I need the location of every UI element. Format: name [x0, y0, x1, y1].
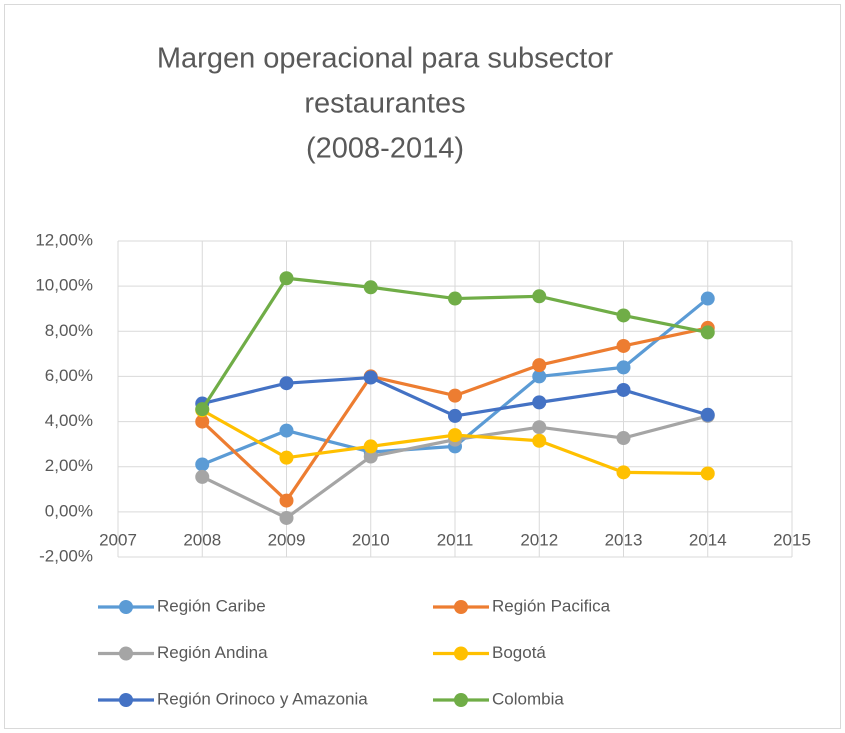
data-point — [448, 428, 462, 443]
data-point — [700, 291, 715, 306]
legend-marker — [454, 646, 468, 661]
legend-label: Región Caribe — [157, 596, 266, 615]
y-tick-label: 4,00% — [45, 411, 93, 430]
data-point — [195, 402, 210, 417]
x-tick-label: 2010 — [352, 530, 390, 549]
legend-label: Colombia — [492, 689, 564, 708]
x-tick-label: 2007 — [99, 530, 137, 549]
data-point — [363, 449, 378, 464]
legend-label: Región Orinoco y Amazonia — [157, 689, 368, 708]
data-point — [279, 450, 294, 465]
y-tick-label: 10,00% — [35, 276, 93, 295]
data-point — [363, 439, 378, 454]
data-point — [532, 420, 547, 435]
data-point — [532, 358, 547, 373]
data-point — [532, 433, 547, 448]
legend-label: Región Andina — [157, 643, 268, 662]
chart-title: restaurantes — [304, 88, 465, 120]
y-tick-label: 6,00% — [45, 366, 93, 385]
data-point — [616, 338, 631, 353]
x-tick-label: 2008 — [183, 530, 221, 549]
data-point — [448, 408, 462, 423]
y-tick-label: 8,00% — [45, 321, 93, 340]
y-tick-label: 0,00% — [45, 501, 93, 520]
data-point — [448, 388, 462, 403]
data-point — [532, 395, 547, 410]
x-tick-label: 2009 — [268, 530, 306, 549]
data-point — [279, 271, 294, 286]
data-point — [279, 376, 294, 391]
data-point — [448, 291, 462, 306]
legend-label: Región Pacifica — [492, 596, 611, 615]
data-point — [616, 360, 631, 375]
data-point — [616, 431, 631, 446]
legend-marker — [119, 600, 133, 614]
data-point — [363, 280, 378, 295]
x-tick-label: 2011 — [437, 530, 474, 549]
y-tick-label: 12,00% — [35, 230, 93, 249]
x-tick-label: 2015 — [773, 530, 811, 549]
x-tick-label: 2013 — [605, 530, 643, 549]
data-point — [532, 369, 547, 384]
data-point — [616, 382, 631, 397]
legend-label: Bogotá — [492, 643, 546, 662]
legend-marker — [119, 646, 133, 661]
data-point — [195, 414, 210, 429]
legend-marker — [454, 600, 468, 614]
chart-title: Margen operacional para subsector — [157, 43, 614, 75]
data-point — [700, 407, 715, 422]
data-point — [195, 469, 210, 484]
data-point — [700, 466, 715, 481]
data-point — [700, 325, 715, 340]
y-tick-label: 2,00% — [45, 456, 93, 475]
legend-marker — [454, 693, 468, 707]
data-point — [363, 370, 378, 385]
data-point — [279, 493, 294, 508]
legend-marker — [119, 693, 133, 707]
data-point — [195, 457, 210, 472]
data-point — [532, 289, 547, 304]
x-tick-label: 2012 — [520, 530, 558, 549]
x-tick-label: 2014 — [689, 530, 727, 549]
data-point — [279, 423, 294, 438]
chart-title: (2008-2014) — [306, 133, 464, 165]
data-point — [616, 465, 631, 480]
data-point — [279, 510, 294, 525]
data-point — [616, 308, 631, 323]
y-tick-label: -2,00% — [39, 546, 93, 565]
